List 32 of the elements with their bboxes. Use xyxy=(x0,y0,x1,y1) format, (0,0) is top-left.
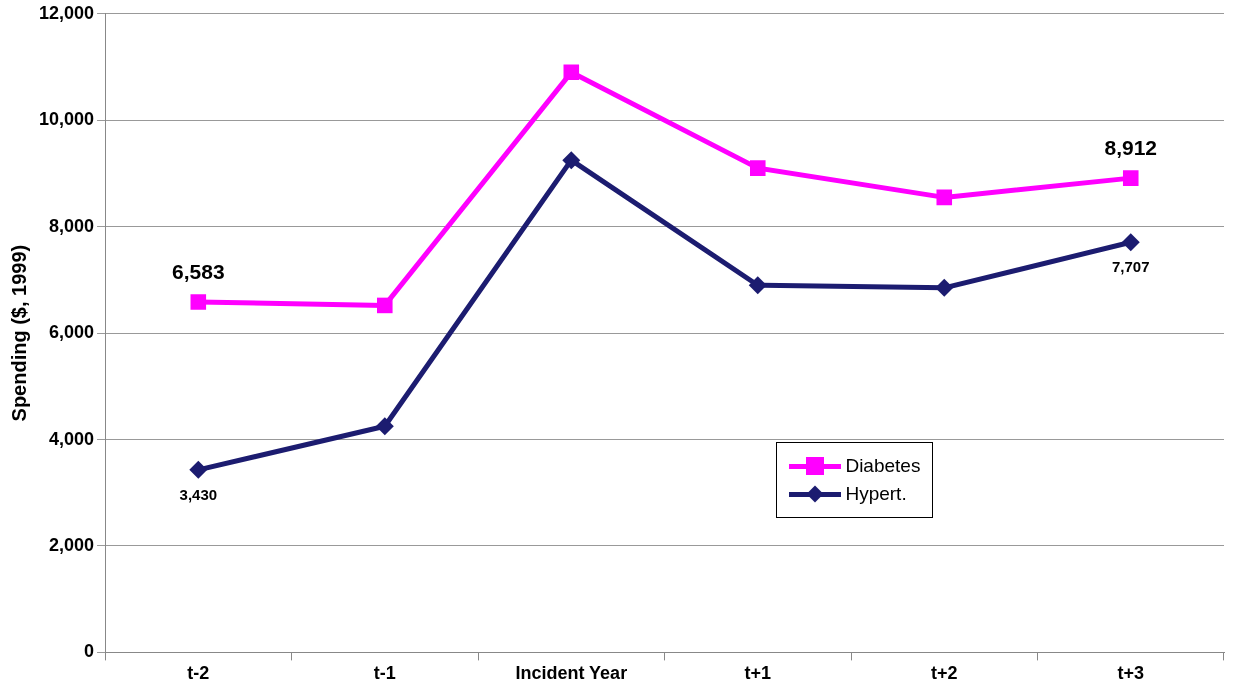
x-tick-label: t+3 xyxy=(1117,663,1145,684)
point xyxy=(190,294,207,310)
y-tick-label: 12,000 xyxy=(38,2,95,23)
point xyxy=(750,160,766,176)
y-axis-title: Spending ($, 1999) xyxy=(7,244,30,422)
point xyxy=(563,64,580,81)
y-tick-label: 6,000 xyxy=(49,322,95,343)
point xyxy=(1122,170,1139,186)
y-tick-label: 2,000 xyxy=(49,534,95,555)
data-label: 3,430 xyxy=(179,485,218,503)
point xyxy=(936,189,953,206)
point xyxy=(562,151,581,170)
data-label: 6,583 xyxy=(172,260,225,284)
x-tick-label: Incident Year xyxy=(515,663,628,684)
y-tick-label: 8,000 xyxy=(49,215,95,236)
data-label: 8,912 xyxy=(1104,136,1158,160)
point xyxy=(189,460,208,479)
point xyxy=(748,276,767,295)
point xyxy=(935,278,954,297)
x-tick-label: t+1 xyxy=(744,663,772,684)
legend-label: Diabetes xyxy=(845,454,921,477)
x-tick-label: t-2 xyxy=(187,663,210,684)
y-tick-label: 10,000 xyxy=(38,109,95,130)
legend-label: Hypert. xyxy=(845,482,907,505)
x-tick-label: t-1 xyxy=(373,663,396,684)
x-tick-label: t+2 xyxy=(931,663,958,684)
point xyxy=(377,297,393,314)
point xyxy=(375,417,394,436)
y-tick-label: 4,000 xyxy=(49,428,95,449)
y-tick-label: 0 xyxy=(84,641,95,662)
data-label: 7,707 xyxy=(1111,257,1150,275)
point xyxy=(1121,233,1140,252)
